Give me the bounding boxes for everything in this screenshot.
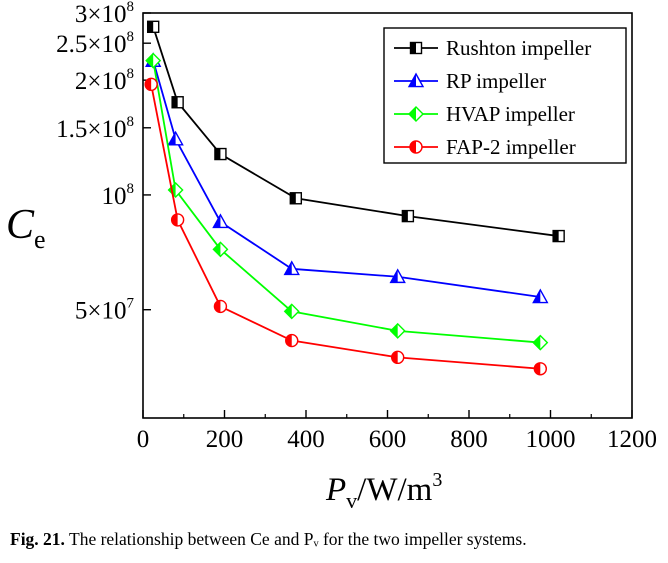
y-tick-label: 108 [102,181,135,210]
series-point [401,209,415,223]
series-point [283,303,300,320]
series-point [532,334,549,351]
series-point [212,241,229,258]
x-axis-title: Pv/W/m3 [325,469,442,513]
x-tick-label: 600 [369,426,407,453]
legend-label: FAP-2 impeller [446,135,576,159]
legend-marker [408,106,424,122]
y-tick-label: 2×108 [75,66,134,95]
series-point [552,229,565,243]
series-point [289,192,303,205]
series-point [170,213,185,227]
series-line [152,60,541,298]
y-tick-label: 5×107 [75,296,135,325]
caption-label: Fig. 21. [10,529,65,549]
series-point [146,20,160,34]
series-point [283,260,300,276]
legend-marker [409,41,423,55]
series-point [533,362,548,376]
series-layer [144,20,565,376]
x-tick-label: 1200 [607,426,657,453]
series-line [150,84,541,370]
series-point [390,350,405,365]
series-point [171,96,184,109]
legend-box [383,27,627,164]
axis-ticks [142,12,633,418]
legend-label: RP impeller [446,69,546,93]
series-point [214,147,227,161]
caption-text: The relationship between Ce and Pᵥ for t… [69,529,527,549]
x-tick-labels: 0 200 400 600 800 1000 1200 [137,426,657,453]
x-tick-label: 200 [206,426,244,453]
legend: Rushton impeller RP impeller HVAP impeller… [383,27,627,164]
x-tick-label: 800 [450,426,488,453]
y-tick-label: 2.5×108 [56,29,134,58]
legend-marker [407,72,425,88]
series-point [213,299,228,314]
series-point [389,322,406,339]
series-line [152,26,559,237]
legend-marker [409,140,423,154]
legend-label: Rushton impeller [446,36,591,60]
series-point [144,77,158,92]
series-point [145,52,162,69]
series-point [285,333,299,348]
series-point [389,268,406,284]
x-tick-label: 400 [287,426,325,453]
y-axis-title: Ce [6,202,46,254]
figure-caption: Fig. 21. The relationship between Ce and… [10,529,660,550]
series-point [167,130,184,146]
x-tick-label: 1000 [526,426,576,453]
y-tick-label: 1.5×108 [56,114,134,143]
y-tick-label: 3×108 [75,0,134,28]
series-line [152,60,541,344]
legend-label: HVAP impeller [446,102,575,126]
series-point [212,213,229,229]
x-tick-label: 0 [137,426,150,453]
series-point [532,288,549,304]
